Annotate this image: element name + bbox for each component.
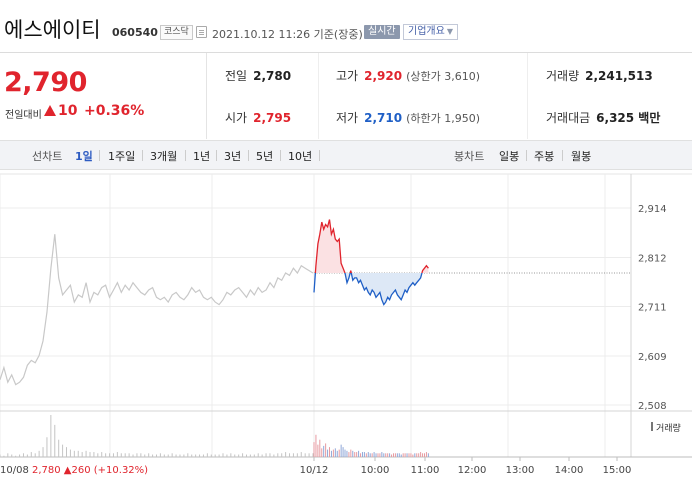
x-tick-label: 10:00: [361, 465, 390, 476]
tab-daily-candle[interactable]: 일봉: [499, 150, 520, 163]
tab-separator: [526, 150, 527, 161]
stat-high: 고가 2,920 (상한가 3,610): [336, 67, 480, 84]
stat-label: 전일: [225, 69, 248, 83]
up-triangle-icon: [44, 105, 56, 116]
market-badge: 코스닥: [160, 25, 193, 40]
tab-separator: [248, 150, 249, 161]
stat-value: 6,325 백만: [596, 111, 661, 125]
candle-chart-label[interactable]: 봉차트: [454, 150, 485, 163]
stat-label: 저가: [336, 111, 359, 125]
stat-volume: 거래량 2,241,513: [546, 67, 653, 84]
stock-name: 에스에이티: [4, 18, 101, 42]
stat-value: 2,920: [364, 69, 403, 83]
x-tick-label: 10/12: [300, 465, 329, 476]
x-tick-label: 14:00: [555, 465, 584, 476]
stat-value: 2,795: [253, 111, 292, 125]
stat-low: 저가 2,710 (하한가 1,950): [336, 109, 480, 126]
price-summary: 2,790 전일대비 10 +0.36% 전일 2,780 시가 2,795 고가 2…: [0, 52, 692, 139]
y-tick-label: 2,508: [638, 401, 667, 412]
y-tick-label: 2,711: [638, 303, 667, 314]
chart-svg: 2,914 2,812 2,711 2,609 2,508 거래량 10/12 10:00 11…: [0, 173, 692, 476]
tab-separator: [142, 150, 143, 161]
stat-prev-close: 전일 2,780: [225, 67, 291, 84]
chart-period-tabs: 선차트 1일 1주일 3개월 1년 3년 5년 10년 봉차트 일봉 주봉 월봉: [0, 140, 692, 170]
lower-limit: (하한가 1,950): [406, 112, 480, 125]
company-overview-button[interactable]: 기업개요 ▼: [403, 24, 458, 40]
stat-value: 2,710: [364, 111, 403, 125]
tab-weekly-candle[interactable]: 주봉: [534, 150, 555, 163]
today-line-down: [313, 273, 423, 306]
stat-open: 시가 2,795: [225, 109, 291, 126]
tab-1week[interactable]: 1주일: [108, 150, 136, 163]
divider: [318, 53, 319, 139]
line-chart-label[interactable]: 선차트: [32, 150, 63, 163]
change-amount-value: 10: [58, 103, 78, 119]
realtime-badge[interactable]: 실시간: [364, 25, 400, 39]
change-percent: +0.36%: [84, 103, 145, 119]
tab-separator: [280, 150, 281, 161]
volume-legend-label: 거래량: [656, 422, 681, 434]
upper-limit: (상한가 3,610): [406, 70, 480, 83]
stat-amount: 거래대금 6,325 백만: [546, 109, 660, 126]
tab-5year[interactable]: 5년: [256, 150, 274, 163]
document-icon[interactable]: [196, 26, 207, 38]
prev-session-line: [0, 234, 314, 386]
stat-value: 2,241,513: [585, 69, 653, 83]
stock-header: 에스에이티 060540 코스닥 2021.10.12 11:26 기준(장중)…: [0, 0, 692, 44]
tab-1year[interactable]: 1년: [193, 150, 211, 163]
volume-legend-swatch: [651, 422, 653, 431]
tab-monthly-candle[interactable]: 월봉: [571, 150, 592, 163]
tab-3year[interactable]: 3년: [224, 150, 242, 163]
tab-separator: [562, 150, 563, 161]
x-tick-label: 13:00: [506, 465, 535, 476]
prev-session-date: 10/08: [0, 465, 32, 476]
stat-label: 거래량: [546, 69, 580, 83]
change-amount: 10: [44, 103, 77, 119]
stat-label: 시가: [225, 111, 248, 125]
prev-session-info: 10/08 2,780 ▲260 (+10.32%): [0, 465, 148, 476]
tab-separator: [99, 150, 100, 161]
current-price-box: 2,790 전일대비 10 +0.36%: [0, 53, 207, 139]
change-label: 전일대비: [5, 110, 42, 121]
stat-value: 2,780: [253, 69, 292, 83]
chevron-down-icon: ▼: [446, 27, 453, 36]
tab-separator: [319, 150, 320, 161]
intraday-chart[interactable]: 2,914 2,812 2,711 2,609 2,508 거래량 10/12 10:00 11…: [0, 171, 692, 497]
x-tick-label: 11:00: [411, 465, 440, 476]
quote-datetime: 2021.10.12 11:26 기준(장중): [212, 28, 363, 41]
y-tick-label: 2,914: [638, 204, 667, 215]
stat-label: 거래대금: [546, 111, 591, 125]
x-tick-label: 15:00: [603, 465, 632, 476]
current-price: 2,790: [4, 67, 87, 98]
stock-code: 060540: [112, 26, 158, 39]
divider: [527, 53, 528, 139]
today-fill-down: [314, 273, 422, 305]
prev-session-close: 2,780 ▲260 (+10.32%): [32, 465, 148, 476]
tab-10year[interactable]: 10년: [288, 150, 313, 163]
tab-separator: [185, 150, 186, 161]
tab-1day[interactable]: 1일: [75, 150, 93, 163]
x-tick-label: 12:00: [458, 465, 487, 476]
stat-label: 고가: [336, 69, 359, 83]
today-line-up: [314, 219, 429, 274]
tab-separator: [216, 150, 217, 161]
y-tick-label: 2,812: [638, 253, 667, 264]
company-overview-label: 기업개요: [408, 26, 445, 37]
y-tick-label: 2,609: [638, 352, 667, 363]
tab-3month[interactable]: 3개월: [150, 150, 178, 163]
